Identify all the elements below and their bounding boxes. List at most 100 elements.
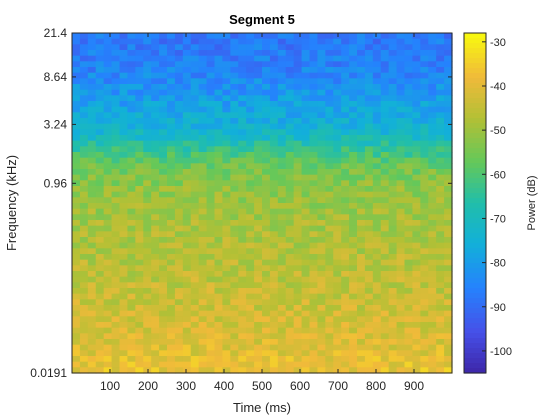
heatmap-cell xyxy=(222,220,231,227)
heatmap-cell xyxy=(349,67,358,74)
heatmap-cell xyxy=(246,101,255,108)
heatmap-cell xyxy=(444,123,453,130)
heatmap-cell xyxy=(167,305,176,312)
heatmap-cell xyxy=(95,95,105,102)
heatmap-cell xyxy=(174,344,184,351)
heatmap-cell xyxy=(198,248,208,255)
heatmap-cell xyxy=(238,44,247,51)
heatmap-cell xyxy=(444,78,453,85)
heatmap-cell xyxy=(159,146,168,153)
heatmap-cell xyxy=(349,305,358,312)
heatmap-cell xyxy=(333,123,342,130)
heatmap-cell xyxy=(388,220,398,227)
heatmap-cell xyxy=(317,208,326,215)
heatmap-cell xyxy=(372,248,382,255)
heatmap-cell xyxy=(325,44,334,51)
heatmap-cell xyxy=(127,259,136,266)
heatmap-cell xyxy=(372,208,382,215)
heatmap-cell xyxy=(349,106,358,113)
heatmap-cell xyxy=(230,174,239,181)
heatmap-cell xyxy=(254,339,263,346)
heatmap-cell xyxy=(119,231,129,238)
heatmap-cell xyxy=(364,186,374,193)
heatmap-cell xyxy=(428,299,437,306)
heatmap-cell xyxy=(79,276,89,283)
heatmap-cell xyxy=(333,310,342,317)
heatmap-cell xyxy=(388,248,398,255)
colorbar-swatch xyxy=(464,288,486,294)
heatmap-cell xyxy=(444,174,453,181)
heatmap-cell xyxy=(159,231,168,238)
heatmap-cell xyxy=(135,169,144,176)
heatmap-cell xyxy=(182,84,192,91)
heatmap-cell xyxy=(349,191,358,198)
heatmap-cell xyxy=(127,310,136,317)
heatmap-cell xyxy=(103,248,113,255)
heatmap-cell xyxy=(127,146,136,153)
heatmap-cell xyxy=(206,95,216,102)
heatmap-cell xyxy=(190,237,200,244)
heatmap-cell xyxy=(380,242,390,249)
heatmap-cell xyxy=(127,106,136,113)
heatmap-cell xyxy=(341,367,350,374)
heatmap-cell xyxy=(262,152,271,159)
heatmap-cell xyxy=(420,214,429,221)
heatmap-cell xyxy=(364,67,374,74)
heatmap-cell xyxy=(167,50,176,57)
heatmap-cell xyxy=(396,242,406,249)
heatmap-cell xyxy=(246,146,255,153)
colorbar-swatch xyxy=(464,108,486,114)
heatmap-cell xyxy=(214,305,224,312)
heatmap-cell xyxy=(222,67,231,74)
heatmap-cell xyxy=(388,118,398,125)
heatmap-cell xyxy=(135,339,144,346)
heatmap-cell xyxy=(230,203,239,210)
heatmap-cell xyxy=(349,254,358,261)
heatmap-cell xyxy=(167,67,176,74)
heatmap-cell xyxy=(174,276,184,283)
colorbar-label: Power (dB) xyxy=(526,175,538,230)
heatmap-cell xyxy=(269,118,279,125)
heatmap-cell xyxy=(79,344,89,351)
y-tick-label: 21.4 xyxy=(44,26,68,40)
heatmap-cell xyxy=(349,38,358,45)
heatmap-cell xyxy=(72,339,81,346)
heatmap-cell xyxy=(143,203,152,210)
colorbar-swatch xyxy=(464,58,486,64)
heatmap-cell xyxy=(293,225,303,232)
heatmap-cell xyxy=(277,299,287,306)
heatmap-cell xyxy=(79,146,89,153)
heatmap-cell xyxy=(372,140,382,147)
heatmap-cell xyxy=(246,333,255,340)
heatmap-cell xyxy=(293,33,303,40)
heatmap-cell xyxy=(111,123,121,130)
heatmap-cell xyxy=(364,140,374,147)
heatmap-cell xyxy=(436,288,445,295)
x-tick-label: 600 xyxy=(290,379,310,393)
heatmap-cell xyxy=(254,367,263,374)
heatmap-cell xyxy=(317,140,326,147)
heatmap-cell xyxy=(135,316,144,323)
heatmap-cell xyxy=(262,186,271,193)
heatmap-cell xyxy=(230,225,239,232)
heatmap-cell xyxy=(159,112,168,119)
heatmap-cell xyxy=(325,367,334,374)
heatmap-cell xyxy=(285,350,295,357)
heatmap-cell xyxy=(428,72,437,79)
heatmap-cell xyxy=(349,276,358,283)
heatmap-cell xyxy=(182,208,192,215)
heatmap-cell xyxy=(246,89,255,96)
heatmap-cell xyxy=(372,112,382,119)
heatmap-cell xyxy=(87,242,97,249)
heatmap-cell xyxy=(269,327,279,334)
heatmap-cell xyxy=(230,361,239,368)
heatmap-cell xyxy=(230,271,239,278)
heatmap-cell xyxy=(420,254,429,261)
heatmap-cell xyxy=(167,350,176,357)
heatmap-cell xyxy=(72,84,81,91)
heatmap-cell xyxy=(135,231,144,238)
heatmap-cell xyxy=(246,135,255,142)
heatmap-cell xyxy=(190,72,200,79)
heatmap-cell xyxy=(111,339,121,346)
heatmap-cell xyxy=(325,197,334,204)
